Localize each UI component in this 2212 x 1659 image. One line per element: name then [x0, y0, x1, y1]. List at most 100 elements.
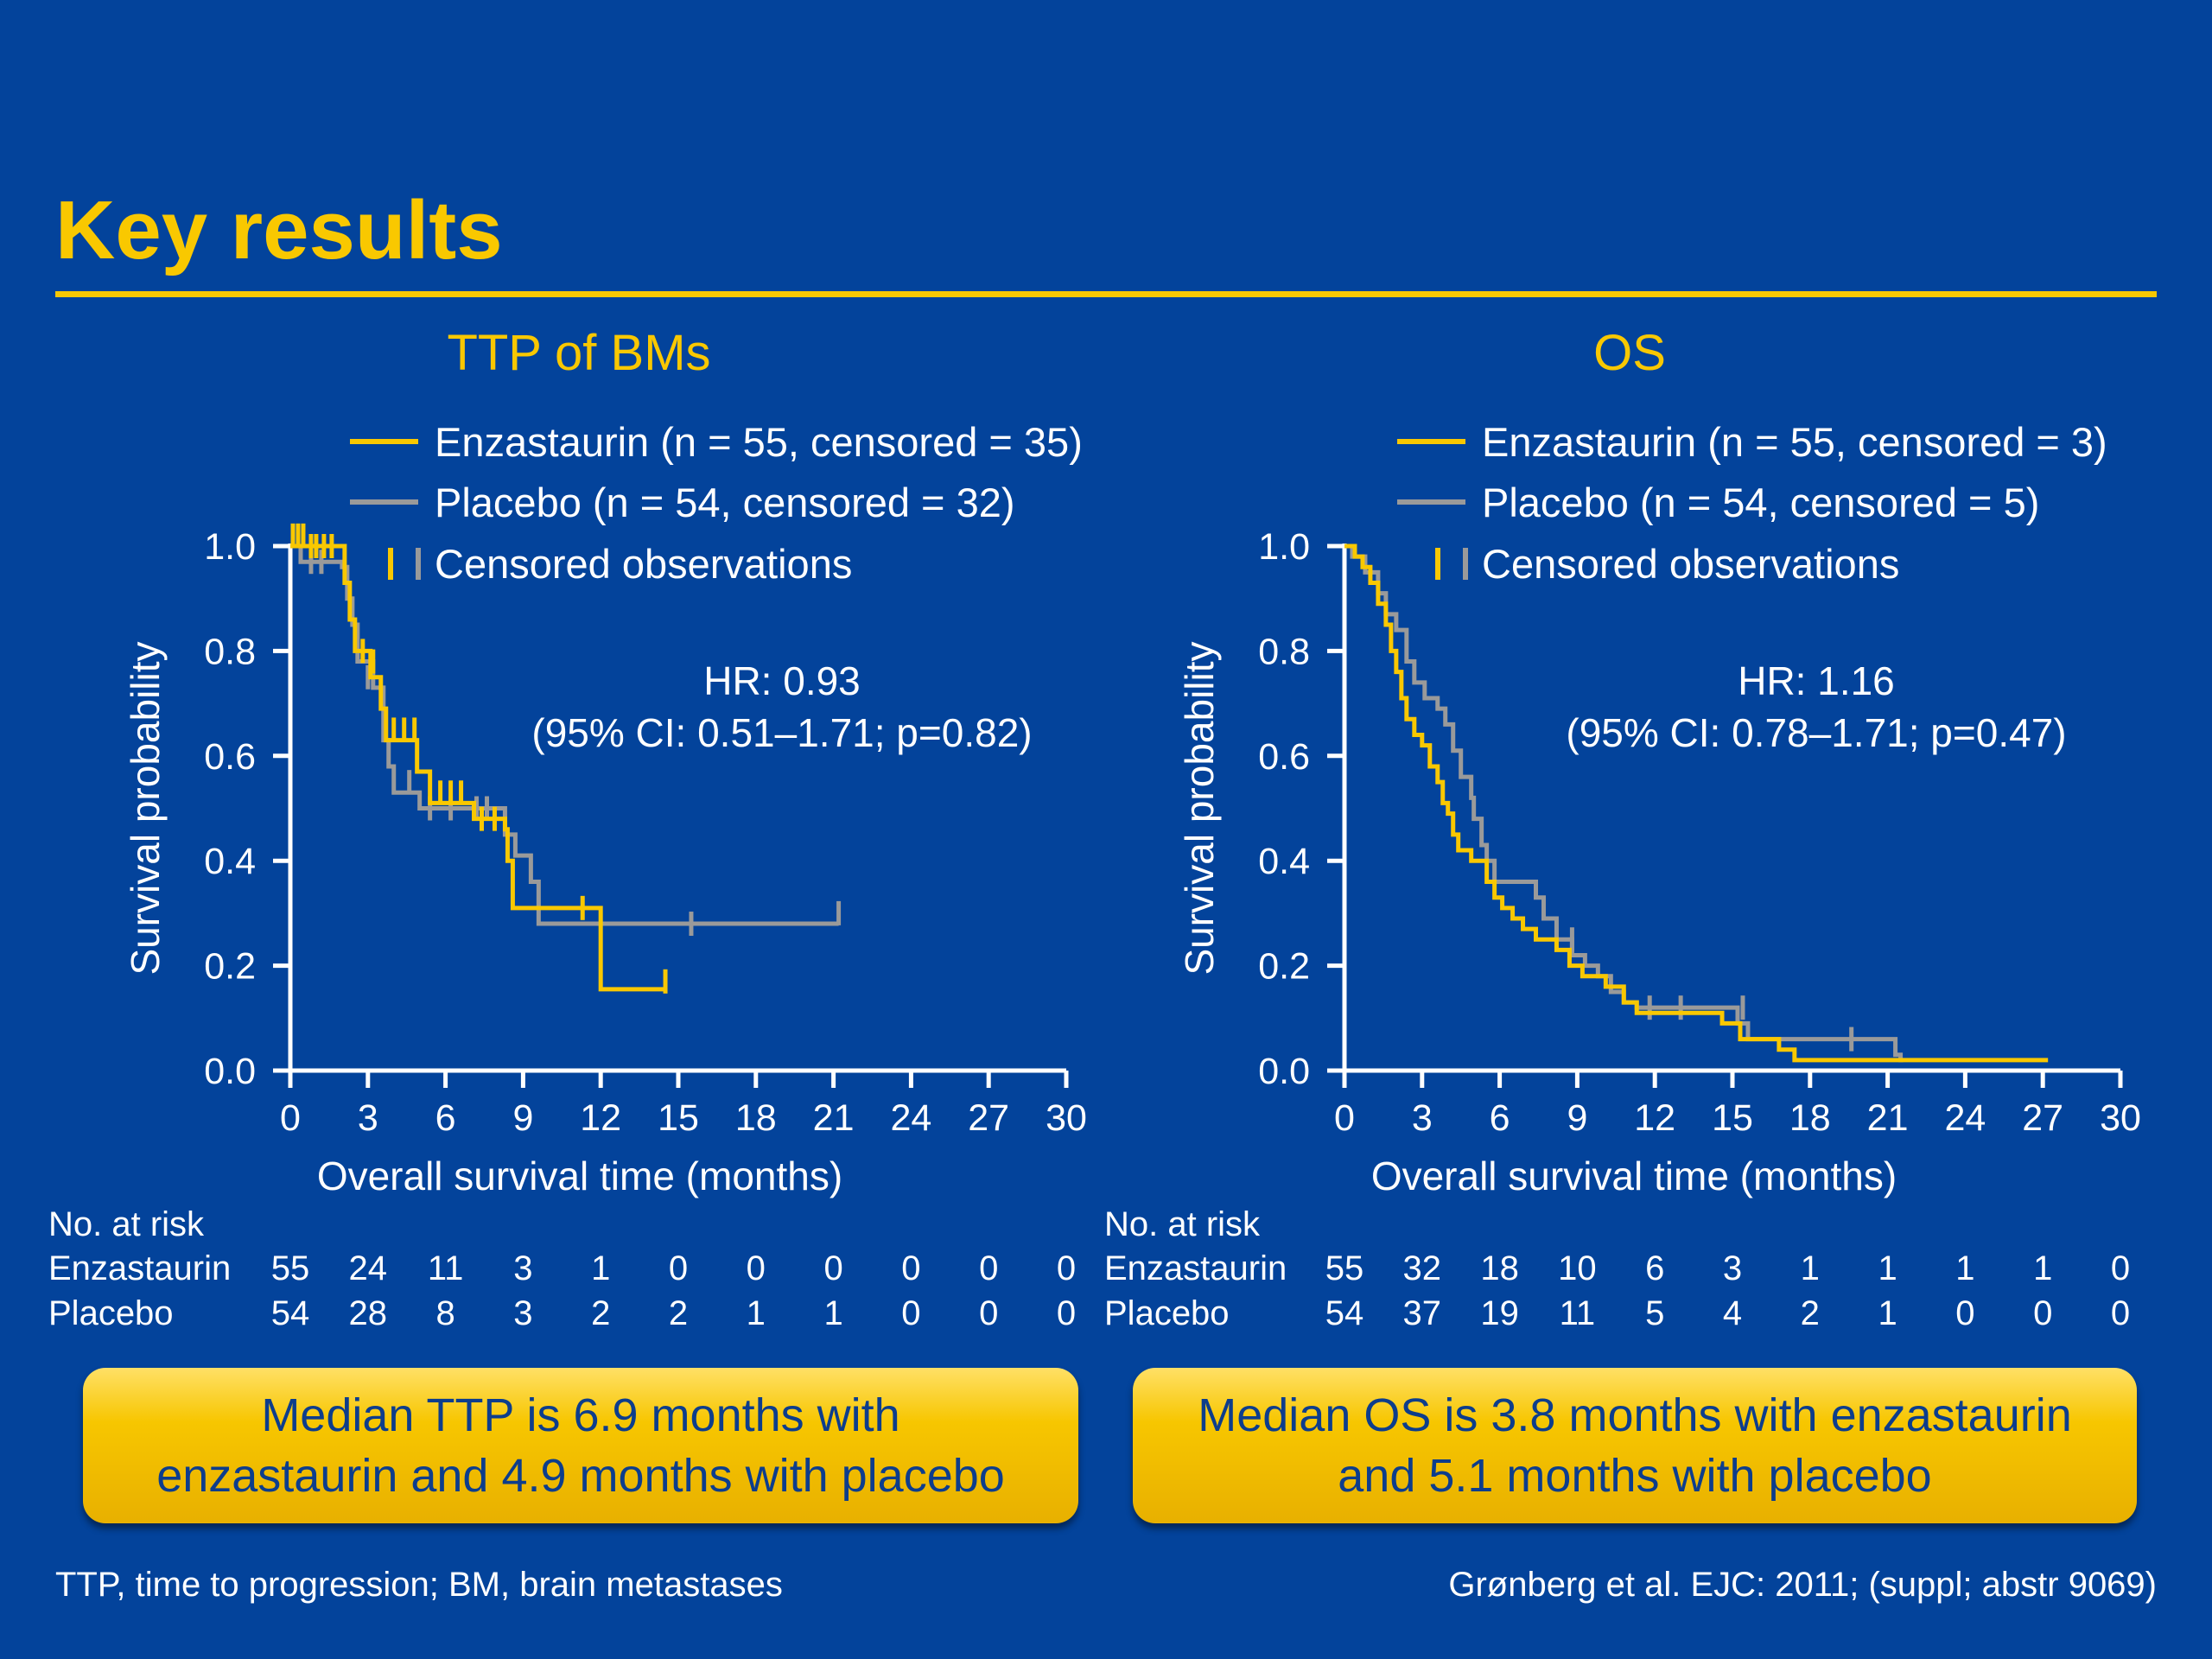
callout-median-os: Median OS is 3.8 months with enzastaurin… — [1133, 1368, 2137, 1523]
at-risk-value: 10 — [1558, 1249, 1597, 1287]
at-risk-value: 1 — [1878, 1249, 1897, 1287]
at-risk-value: 54 — [271, 1294, 310, 1332]
at-risk-value: 3 — [1723, 1249, 1742, 1287]
km-curve-placebo — [290, 543, 839, 926]
at-risk-value: 1 — [2033, 1249, 2052, 1287]
at-risk-value: 2 — [669, 1294, 688, 1332]
at-risk-header: No. at risk — [1104, 1205, 1261, 1243]
at-risk-value: 6 — [1645, 1249, 1664, 1287]
legend-label: Censored observations — [435, 541, 852, 587]
at-risk-header: No. at risk — [48, 1205, 205, 1243]
at-risk-value: 11 — [428, 1249, 464, 1287]
x-tick-label: 12 — [580, 1097, 621, 1139]
footnote-citation: Grønberg et al. EJC: 2011; (suppl; abstr… — [1448, 1566, 2157, 1604]
legend-label: Placebo (n = 54, censored = 5) — [1482, 480, 2039, 525]
legend-label: Enzastaurin (n = 55, censored = 3) — [1482, 419, 2107, 465]
at-risk-value: 0 — [669, 1249, 688, 1287]
x-tick-label: 6 — [435, 1097, 456, 1139]
x-tick-label: 9 — [512, 1097, 533, 1139]
at-risk-value: 5 — [1645, 1294, 1664, 1332]
km-curve-enzastaurin — [1344, 543, 2049, 1063]
at-risk-value: 0 — [1057, 1249, 1076, 1287]
at-risk-value: 55 — [1325, 1249, 1364, 1287]
x-tick-label: 12 — [1634, 1097, 1675, 1139]
legend-label: Placebo (n = 54, censored = 32) — [435, 480, 1015, 525]
at-risk-value: 55 — [271, 1249, 310, 1287]
at-risk-value: 0 — [2111, 1249, 2130, 1287]
y-tick-label: 0.6 — [1258, 736, 1310, 778]
at-risk-value: 0 — [747, 1249, 766, 1287]
at-risk-value: 0 — [979, 1249, 998, 1287]
x-axis-label: Overall survival time (months) — [317, 1154, 842, 1198]
y-tick-label: 1.0 — [1258, 526, 1310, 568]
confidence-interval: (95% CI: 0.51–1.71; p=0.82) — [531, 710, 1032, 755]
y-tick-label: 0.4 — [1258, 841, 1310, 882]
at-risk-value: 0 — [823, 1249, 842, 1287]
y-tick-label: 0.8 — [204, 631, 256, 672]
hazard-ratio: HR: 1.16 — [1738, 658, 1895, 703]
km-curve-placebo — [1344, 543, 1904, 1063]
at-risk-value: 4 — [1723, 1294, 1742, 1332]
x-tick-label: 27 — [968, 1097, 1009, 1139]
at-risk-value: 3 — [513, 1294, 532, 1332]
callout-median-ttp: Median TTP is 6.9 months with enzastauri… — [83, 1368, 1078, 1523]
at-risk-value: 1 — [1801, 1249, 1820, 1287]
x-tick-label: 24 — [890, 1097, 931, 1139]
at-risk-value: 2 — [591, 1294, 610, 1332]
chart-title: OS — [1593, 325, 1666, 381]
at-risk-value: 32 — [1403, 1249, 1442, 1287]
hazard-ratio: HR: 0.93 — [703, 658, 861, 703]
at-risk-value: 1 — [747, 1294, 766, 1332]
legend-label: Censored observations — [1482, 541, 1899, 587]
at-risk-value: 1 — [591, 1249, 610, 1287]
x-tick-label: 3 — [1412, 1097, 1433, 1139]
chart-title: TTP of BMs — [447, 325, 710, 381]
slide-title: Key results — [55, 184, 503, 276]
at-risk-value: 0 — [1955, 1294, 1974, 1332]
at-risk-value: 3 — [513, 1249, 532, 1287]
y-tick-label: 0.4 — [204, 841, 256, 882]
x-tick-label: 0 — [280, 1097, 301, 1139]
y-tick-label: 0.8 — [1258, 631, 1310, 672]
at-risk-value: 0 — [979, 1294, 998, 1332]
callout-ttp-line2: enzastaurin and 4.9 months with placebo — [156, 1450, 1005, 1502]
x-tick-label: 30 — [1046, 1097, 1087, 1139]
x-axis-label: Overall survival time (months) — [1371, 1154, 1897, 1198]
y-tick-label: 0.6 — [204, 736, 256, 778]
x-tick-label: 21 — [1867, 1097, 1909, 1139]
x-tick-label: 15 — [658, 1097, 699, 1139]
at-risk-row-label: Placebo — [48, 1294, 174, 1332]
callout-os-line1: Median OS is 3.8 months with enzastaurin — [1198, 1389, 2072, 1441]
at-risk-value: 1 — [1878, 1294, 1897, 1332]
callout-ttp-line1: Median TTP is 6.9 months with — [261, 1389, 900, 1441]
footnote-abbreviations: TTP, time to progression; BM, brain meta… — [55, 1566, 783, 1604]
legend-label: Enzastaurin (n = 55, censored = 35) — [435, 419, 1083, 465]
y-axis-label: Survival probability — [123, 641, 168, 975]
x-tick-label: 24 — [1944, 1097, 1986, 1139]
callout-os-line2: and 5.1 months with placebo — [1338, 1450, 1932, 1502]
at-risk-value: 37 — [1403, 1294, 1442, 1332]
x-tick-label: 6 — [1490, 1097, 1510, 1139]
x-tick-label: 9 — [1567, 1097, 1587, 1139]
x-tick-label: 30 — [2100, 1097, 2141, 1139]
y-tick-label: 0.2 — [1258, 946, 1310, 988]
y-tick-label: 0.0 — [204, 1051, 256, 1092]
at-risk-value: 0 — [901, 1294, 920, 1332]
at-risk-row-label: Enzastaurin — [1104, 1249, 1287, 1287]
x-tick-label: 18 — [735, 1097, 777, 1139]
y-tick-label: 0.2 — [204, 946, 256, 988]
x-tick-label: 18 — [1789, 1097, 1831, 1139]
at-risk-value: 0 — [901, 1249, 920, 1287]
at-risk-value: 2 — [1801, 1294, 1820, 1332]
x-tick-label: 15 — [1712, 1097, 1753, 1139]
at-risk-value: 8 — [435, 1294, 454, 1332]
at-risk-value: 28 — [349, 1294, 388, 1332]
y-tick-label: 0.0 — [1258, 1051, 1310, 1092]
at-risk-row-label: Placebo — [1104, 1294, 1230, 1332]
at-risk-value: 1 — [823, 1294, 842, 1332]
at-risk-value: 24 — [349, 1249, 388, 1287]
y-tick-label: 1.0 — [204, 526, 256, 568]
at-risk-value: 18 — [1480, 1249, 1519, 1287]
